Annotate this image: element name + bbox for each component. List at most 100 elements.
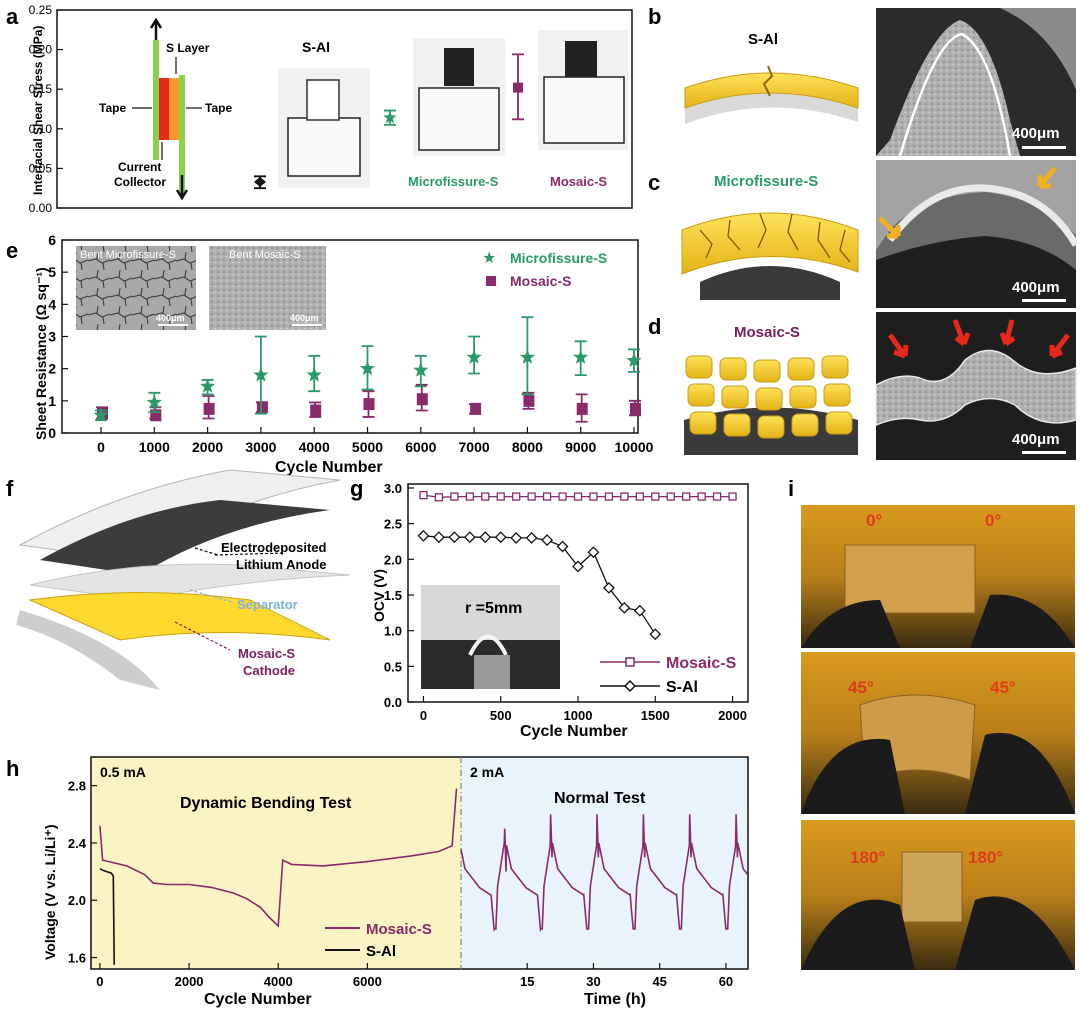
label-microfissure: Microfissure-S [408, 174, 499, 189]
panel-h-axes: 1.6 2.0 2.4 2.8 0 2000 4000 6000 15 30 45 60 [68, 779, 733, 989]
photo-microfissure [413, 38, 505, 156]
photo-i3-glove-right [955, 896, 1075, 970]
panel-letter-b: b [648, 4, 661, 29]
label-anode-1: Electrodeposited [221, 540, 327, 555]
panel-c: c Microfissure-S 400μm [648, 160, 1080, 308]
label-collector: Collector [114, 175, 166, 189]
data-point-square [651, 492, 660, 501]
inset-e1-label: Bent Microfissure-S [80, 249, 176, 261]
panel-a-ytick-label: 0.20 [29, 43, 53, 57]
label-cathode-1: Mosaic-S [238, 646, 295, 661]
sulfur-cube [787, 357, 815, 381]
panel-h-ytick-label: 2.8 [68, 779, 86, 794]
panel-h-xtick-label: 30 [586, 974, 600, 989]
inset-e2-label: Bent Mosaic-S [229, 249, 301, 261]
sem-d-scale: 400μm [1012, 431, 1060, 448]
panel-a-ytick-label: 0.15 [29, 82, 53, 96]
data-point-diamond [432, 531, 445, 544]
sem-d: 400μm [875, 312, 1077, 460]
sem-b-scalebar [1022, 146, 1066, 149]
panel-g-xtick-label: 1000 [564, 708, 593, 723]
data-point-square [527, 492, 536, 501]
series-line-mosaic-bending [99, 788, 458, 928]
data-point-diamond [463, 531, 476, 544]
photo-i3-cell [901, 851, 963, 923]
photo-micro-film [444, 48, 474, 86]
inset-e2-scalebar [292, 324, 322, 326]
photo-s-al-film [306, 79, 340, 121]
s-al-sulfur-layer [684, 72, 859, 109]
label-tape-right: Tape [205, 101, 232, 115]
data-point-square [523, 394, 535, 407]
inset-bending-photo: r =5mm [421, 585, 560, 689]
panel-h-ytick-label: 2.0 [68, 893, 86, 908]
sulfur-cube [719, 357, 747, 381]
data-point-square [513, 82, 523, 93]
photo-i3-angle-right: 180° [968, 848, 1003, 867]
data-point-star [146, 394, 162, 409]
red-arrow-icon [952, 319, 971, 346]
label-s-al: S-Al [302, 39, 330, 55]
panel-h: h Voltage (V vs. Li/Li⁺) 0.5 mA 2 mA Dyn… [6, 756, 749, 1008]
panel-e-xtick-label: 4000 [299, 439, 330, 455]
current-collector-strip [159, 78, 169, 140]
data-point-square [630, 402, 641, 415]
sem-c-fiber-layer [887, 184, 1080, 247]
photo-i2-glove-right [965, 732, 1075, 814]
panel-c-title: Microfissure-S [714, 173, 818, 190]
battery-schematic [16, 469, 351, 690]
pull-up-arrow-icon [149, 17, 163, 40]
microfissure-render [681, 212, 859, 300]
panel-h-xtick-label: 4000 [264, 974, 293, 989]
panel-f: f Electrodeposited Lithium Anode Separat… [6, 469, 351, 690]
data-point-star [306, 367, 322, 382]
label-current-left: 0.5 mA [100, 764, 146, 780]
data-point-square [666, 492, 675, 501]
micro-sulfur-block [681, 212, 859, 275]
panel-a-ylabel: Interfacial Shear Stress (MPa) [31, 26, 45, 195]
sem-b-scale: 400μm [1012, 125, 1060, 142]
legend-square-icon [486, 276, 496, 286]
series-line-s-al [99, 868, 115, 965]
photo-mosaic-cup [543, 76, 625, 144]
inset-g-bent-cell [468, 634, 508, 656]
data-point-star [383, 110, 397, 124]
panel-g-data [417, 490, 737, 641]
panel-g-ytick-label: 0.0 [384, 695, 402, 710]
photo-bend-180: 180° 180° [801, 820, 1075, 970]
panel-h-xtick-label: 45 [652, 974, 666, 989]
photo-i1-angle-right: 0° [985, 511, 1001, 530]
sem-c-scale: 400μm [1012, 279, 1060, 296]
data-point-star [519, 349, 535, 364]
legend-g-mosaic: Mosaic-S [666, 655, 737, 672]
sem-c-scalebar [1022, 299, 1066, 302]
micro-cracks [699, 213, 851, 263]
panel-h-ytick-label: 1.6 [68, 951, 86, 966]
panel-h-xlabel-right: Time (h) [584, 991, 646, 1008]
data-point-square [481, 492, 490, 501]
data-point-square [697, 492, 706, 501]
panel-letter-i: i [788, 476, 794, 501]
orange-arrow-icon [878, 216, 901, 239]
photo-i2-angle-left: 45° [848, 678, 874, 697]
inset-e1-scalebar [158, 324, 188, 326]
data-point-diamond [572, 560, 584, 573]
photo-mosaic [538, 30, 628, 150]
s-layer-strip [169, 78, 179, 140]
inset-g-clamp [474, 655, 510, 689]
panel-b-title: S-Al [748, 31, 778, 48]
data-point-diamond [602, 581, 615, 594]
panel-e-xtick-label: 6000 [405, 439, 436, 455]
sulfur-cube [791, 413, 819, 437]
sem-c-top [876, 160, 1076, 250]
panel-g-legend: Mosaic-S S-Al [600, 655, 737, 696]
sulfur-cube [823, 383, 851, 407]
panel-e-ytick-label: 1 [48, 393, 56, 409]
anode-pointer [194, 547, 286, 556]
series-line-s-al [423, 535, 656, 635]
data-point-diamond [510, 532, 523, 544]
label-cathode-2: Cathode [243, 663, 295, 678]
data-point-diamond [417, 529, 430, 542]
data-point-square [416, 393, 428, 406]
inset-e2-scale: 400μm [290, 313, 319, 323]
